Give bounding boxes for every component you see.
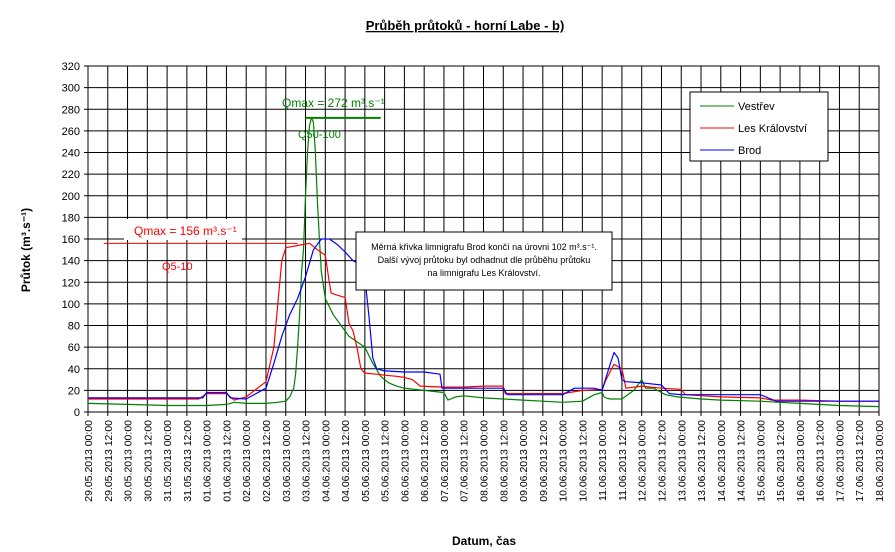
x-tick-label: 10.06.2013 12:00 (577, 420, 589, 502)
x-tick-label: 12.06.2013 00:00 (637, 420, 649, 502)
x-tick-label: 18.06.2013 00:00 (874, 420, 886, 502)
series-line-vestrev (87, 117, 880, 408)
x-tick-label: 06.06.2013 00:00 (399, 420, 411, 502)
y-axis: 0 20 40 60 80 100 120 140 160 180 200 220 240 260 280 3… (62, 61, 88, 419)
y-tick-label: 220 (62, 169, 80, 181)
x-tick-label: 17.06.2013 00:00 (834, 420, 846, 502)
y-tick-label: 260 (62, 126, 80, 138)
qmax-les-label: Qmax = 156 m³.s⁻¹ (134, 224, 237, 238)
chart-title: Průběh průtoků - horní Labe - b) (366, 18, 565, 33)
x-tick-label: 07.06.2013 00:00 (439, 420, 451, 502)
x-tick-label: 15.06.2013 12:00 (775, 420, 787, 502)
x-tick-label: 05.06.2013 00:00 (360, 420, 372, 502)
y-tick-label: 300 (62, 83, 80, 95)
x-tick-label: 09.06.2013 12:00 (538, 420, 550, 502)
x-tick-label: 08.06.2013 12:00 (498, 420, 510, 502)
x-tick-label: 01.06.2013 00:00 (202, 420, 214, 502)
x-tick-label: 11.06.2013 00:00 (597, 420, 609, 501)
x-tick-label: 30.05.2013 12:00 (142, 420, 154, 502)
qmax-vestrev-label: Qmax = 272 m³.s⁻¹ (282, 96, 385, 110)
note-line-3: na limnigrafu Les Království. (427, 268, 540, 278)
x-tick-label: 16.06.2013 00:00 (795, 420, 807, 502)
x-tick-label: 14.06.2013 12:00 (736, 420, 748, 502)
y-tick-label: 60 (68, 342, 80, 354)
y-tick-label: 240 (62, 148, 80, 160)
x-tick-label: 04.06.2013 12:00 (340, 420, 352, 502)
y-tick-label: 320 (62, 61, 80, 73)
legend: Vestřev Les Království Brod (689, 91, 829, 162)
y-tick-label: 100 (62, 299, 80, 311)
legend-label-vestrev: Vestřev (738, 101, 775, 113)
x-axis: 29.05.2013 00:00 29.05.2013 12:00 30.05.20… (83, 412, 886, 502)
y-tick-label: 40 (68, 364, 80, 376)
y-axis-title: Průtok (m³.s⁻¹) (19, 208, 33, 292)
x-tick-label: 17.06.2013 12:00 (854, 420, 866, 502)
legend-label-brod: Brod (738, 145, 761, 157)
x-tick-label: 01.06.2013 12:00 (221, 420, 233, 502)
x-tick-label: 29.05.2013 00:00 (83, 420, 95, 502)
x-tick-label: 09.06.2013 00:00 (518, 420, 530, 502)
x-tick-label: 04.06.2013 00:00 (320, 420, 332, 502)
x-tick-label: 08.06.2013 00:00 (479, 420, 491, 502)
x-axis-title: Datum, čas (452, 534, 516, 548)
x-tick-label: 11.06.2013 12:00 (617, 420, 629, 501)
note-line-1: Měrná křivka limnigrafu Brod končí na úr… (371, 242, 597, 252)
y-tick-label: 280 (62, 104, 80, 116)
annotations: Qmax = 272 m³.s⁻¹ Q50-100 Qmax = 156 m³.s⁻… (103, 96, 385, 273)
x-tick-label: 06.06.2013 12:00 (419, 420, 431, 502)
x-tick-label: 13.06.2013 12:00 (696, 420, 708, 502)
legend-label-les-kralovstvi: Les Království (738, 123, 807, 135)
x-tick-label: 31.05.2013 00:00 (162, 420, 174, 502)
x-tick-label: 10.06.2013 00:00 (558, 420, 570, 502)
x-tick-label: 03.06.2013 12:00 (301, 420, 313, 502)
y-tick-label: 160 (62, 234, 80, 246)
y-tick-label: 0 (74, 407, 80, 419)
y-axis-label: Průtok (m³.s⁻¹) (19, 208, 33, 292)
x-tick-label: 15.06.2013 00:00 (755, 420, 767, 502)
x-tick-label: 12.06.2013 12:00 (656, 420, 668, 502)
q5-10-label: Q5-10 (162, 261, 193, 273)
x-tick-label: 31.05.2013 12:00 (182, 420, 194, 502)
x-tick-label: 16.06.2013 12:00 (815, 420, 827, 502)
note-line-2: Další vývoj průtoku byl odhadnut dle prů… (378, 255, 591, 265)
x-tick-label: 13.06.2013 00:00 (676, 420, 688, 502)
note-box: Měrná křivka limnigrafu Brod končí na úr… (355, 231, 613, 291)
x-tick-label: 03.06.2013 00:00 (281, 420, 293, 502)
series-line-brod (88, 238, 879, 402)
y-tick-label: 20 (68, 385, 80, 397)
x-tick-label: 05.06.2013 12:00 (380, 420, 392, 502)
x-tick-label: 14.06.2013 00:00 (716, 420, 728, 502)
q50-100-label: Q50-100 (298, 129, 341, 141)
series-line-les-kralovstvi (88, 242, 879, 402)
y-tick-label: 200 (62, 191, 80, 203)
series-group (87, 117, 880, 408)
y-tick-label: 180 (62, 212, 80, 224)
x-tick-label: 02.06.2013 00:00 (241, 420, 253, 502)
y-tick-label: 120 (62, 277, 80, 289)
qmax-les-label-bg (124, 219, 242, 240)
y-tick-label: 80 (68, 321, 80, 333)
x-tick-label: 30.05.2013 00:00 (123, 420, 135, 502)
x-tick-label: 07.06.2013 12:00 (459, 420, 471, 502)
x-tick-label: 29.05.2013 12:00 (103, 420, 115, 502)
y-tick-label: 140 (62, 256, 80, 268)
x-tick-label: 02.06.2013 12:00 (261, 420, 273, 502)
note-box-border (355, 231, 613, 291)
